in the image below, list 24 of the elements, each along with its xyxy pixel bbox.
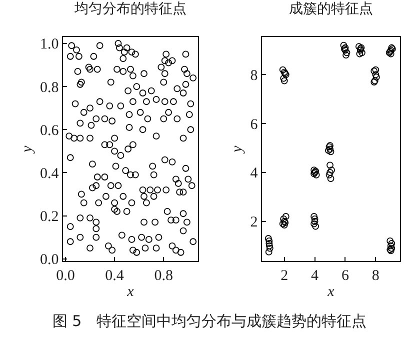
y-axis-title: y xyxy=(230,145,246,154)
x-tick-label: 2 xyxy=(280,268,288,284)
y-tick-label: 0.8 xyxy=(40,80,59,96)
chart-title: 均匀分布的特征点 xyxy=(74,0,186,17)
y-tick-label: 1.0 xyxy=(40,36,59,53)
x-axis-title: x xyxy=(326,284,335,300)
y-tick-label: 8 xyxy=(250,68,258,84)
y-axis-title: y xyxy=(19,145,36,154)
x-tick-label: 8 xyxy=(372,268,380,284)
chart-title: 成簇的特征点 xyxy=(289,0,373,17)
y-tick-label: 4 xyxy=(250,166,258,182)
y-tick-label: 0.6 xyxy=(40,122,60,139)
y-tick-label: 0.0 xyxy=(40,252,59,268)
x-tick-label: 0.0 xyxy=(56,268,75,284)
x-tick-label: 6 xyxy=(341,268,350,284)
y-tick-label: 0.4 xyxy=(40,166,60,182)
y-tick-label: 0.2 xyxy=(40,209,59,226)
x-tick-label: 4 xyxy=(311,268,320,284)
x-axis-title: x xyxy=(126,284,134,300)
y-tick-label: 6 xyxy=(250,116,258,133)
y-tick-label: 2 xyxy=(250,214,258,231)
x-tick-label: 0.4 xyxy=(105,268,124,284)
x-tick-label: 0.8 xyxy=(154,268,174,284)
caption: 图 5 特征空间中均匀分布与成簇趋势的特征点 xyxy=(51,312,368,331)
